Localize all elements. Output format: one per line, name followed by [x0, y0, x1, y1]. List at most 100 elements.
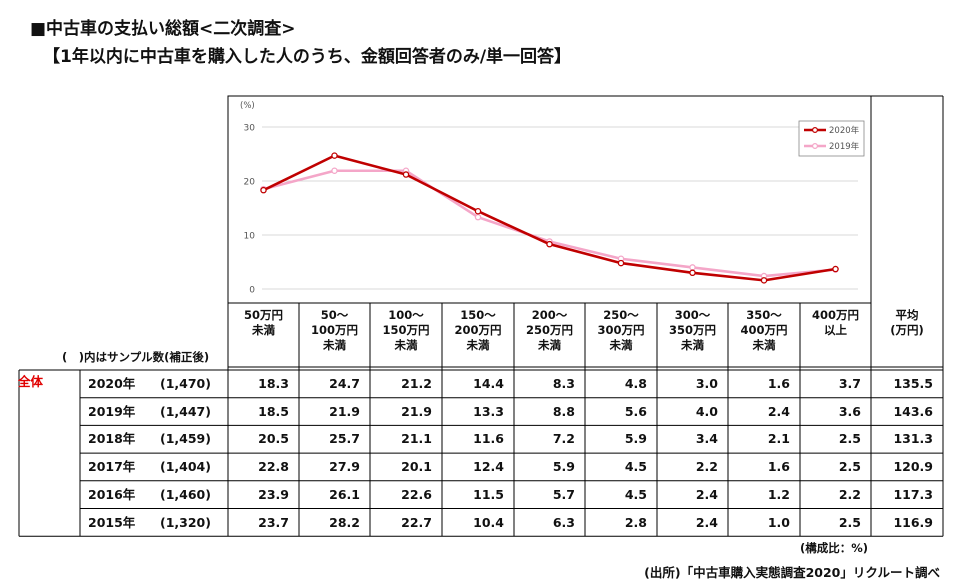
- column-header-line: 150万円: [382, 323, 430, 337]
- data-point: [617, 259, 625, 267]
- column-header-line: 300万円: [597, 323, 645, 337]
- column-header-line: 100～: [388, 308, 424, 322]
- row-sample-size: (1,460): [160, 486, 211, 502]
- table-cell: 21.1: [401, 431, 432, 447]
- table-cell: 4.5: [624, 486, 647, 502]
- table-cell: 21.9: [329, 403, 360, 419]
- data-point: [331, 152, 338, 159]
- page-subtitle: 【1年以内に中古車を購入した人のうち、金額回答者のみ/単一回答】: [43, 47, 572, 67]
- legend-label: 2019年: [829, 141, 860, 152]
- column-header: 50～ 100万円 未満: [299, 303, 370, 367]
- legend-marker: [811, 143, 818, 150]
- column-header-line: 200～: [531, 308, 568, 322]
- table-cell: 2.5: [838, 431, 861, 447]
- table-cell: 22.6: [401, 486, 432, 502]
- column-header-line: 平均: [895, 308, 919, 322]
- total-label: 全体: [18, 374, 44, 389]
- table-cell: 3.7: [838, 376, 861, 391]
- table-cell: 5.7: [552, 486, 575, 502]
- table-cell: 11.5: [473, 486, 504, 502]
- table-cell: 117.3: [893, 486, 933, 502]
- table-cell: 22.8: [258, 459, 289, 475]
- table-cell: 21.9: [401, 403, 432, 419]
- column-header-line: 400万円: [811, 308, 859, 322]
- data-point: [474, 207, 482, 215]
- table-cell: 18.3: [258, 376, 289, 391]
- column-header-line: 未満: [681, 338, 704, 352]
- legend-marker: [811, 126, 818, 133]
- y-tick-label: 30: [244, 124, 256, 134]
- composition-ratio-note: (構成比：%): [799, 541, 868, 555]
- table-cell: 7.2: [552, 431, 575, 447]
- table-cell: 5.9: [624, 431, 647, 447]
- column-header: 50万円 未満: [228, 303, 299, 367]
- table-cell: 11.6: [473, 431, 504, 447]
- table-cell: 12.4: [473, 459, 504, 475]
- table-cell: 120.9: [893, 459, 933, 475]
- table-cell: 2.4: [695, 514, 718, 530]
- column-header-line: 350～: [746, 308, 782, 322]
- table-cell: 116.9: [893, 514, 933, 530]
- page-title: ■中古車の支払い総額<二次調査>: [30, 19, 296, 39]
- data-point: [760, 277, 768, 284]
- data-point: [474, 213, 482, 221]
- row-year: 2016年: [88, 486, 136, 502]
- table-cell: 25.7: [329, 431, 360, 447]
- table-cell: 22.7: [401, 514, 432, 530]
- table-cell: 20.5: [258, 431, 289, 447]
- table-cell: 4.8: [624, 376, 647, 391]
- table-cell: 5.9: [552, 459, 575, 475]
- row-year: 2020年: [88, 376, 136, 391]
- table-cell: 3.6: [838, 403, 861, 419]
- table-cell: 13.3: [473, 403, 504, 419]
- column-header-line: 50万円: [243, 308, 283, 322]
- column-header: 平均 (万円): [871, 303, 943, 367]
- column-header-line: 未満: [394, 338, 418, 352]
- table-cell: 2.5: [838, 459, 861, 475]
- table-cell: 8.3: [552, 376, 575, 391]
- row-sample-size: (1,404): [160, 459, 211, 475]
- column-header-line: 50～: [320, 308, 349, 322]
- table-cell: 28.2: [329, 514, 360, 530]
- column-header-line: 250万円: [525, 323, 573, 337]
- table-cell: 3.4: [695, 431, 718, 447]
- row-sample-size: (1,320): [160, 514, 211, 530]
- sample-size-note: ( )内はサンプル数(補正後): [62, 350, 210, 364]
- column-header-line: 未満: [538, 338, 561, 352]
- data-point: [402, 171, 410, 178]
- table-cell: 27.9: [329, 459, 360, 475]
- data-point: [832, 265, 839, 273]
- data-point: [546, 240, 553, 248]
- table-cell: 14.4: [473, 376, 504, 391]
- row-sample-size: (1,447): [160, 403, 211, 419]
- column-header-line: 100万円: [310, 323, 358, 337]
- row-year: 2017年: [88, 459, 136, 475]
- table-cell: 1.0: [767, 514, 790, 530]
- column-header-line: 200万円: [454, 323, 502, 337]
- table-cell: 26.1: [329, 486, 360, 502]
- table-cell: 2.4: [695, 486, 718, 502]
- source-note: (出所)「中古車購入実態調査2020」リクルート調べ: [644, 565, 940, 580]
- y-tick-label: 0: [249, 286, 255, 296]
- row-sample-size: (1,470): [160, 376, 211, 391]
- column-header: 150～ 200万円 未満: [442, 303, 514, 367]
- legend-box: [798, 120, 865, 157]
- table-cell: 2.2: [838, 486, 861, 502]
- table-cell: 10.4: [473, 514, 504, 530]
- table-cell: 2.8: [624, 514, 647, 530]
- column-header: 350～ 400万円 未満: [728, 303, 800, 367]
- column-header-line: 未満: [466, 338, 490, 352]
- table-cell: 23.7: [258, 514, 289, 530]
- table-cell: 20.1: [401, 459, 432, 475]
- series-line-1: [263, 169, 836, 278]
- table-cell: 2.4: [767, 403, 790, 419]
- column-header-line: 300～: [674, 308, 711, 322]
- column-header-line: 未満: [752, 338, 776, 352]
- table-cell: 2.5: [838, 514, 861, 530]
- row-sample-size: (1,459): [160, 431, 211, 447]
- column-header-line: 250～: [603, 308, 639, 322]
- column-header-line: 350万円: [668, 323, 716, 337]
- row-year: 2019年: [88, 403, 136, 419]
- column-header: 250～ 300万円 未満: [585, 303, 657, 367]
